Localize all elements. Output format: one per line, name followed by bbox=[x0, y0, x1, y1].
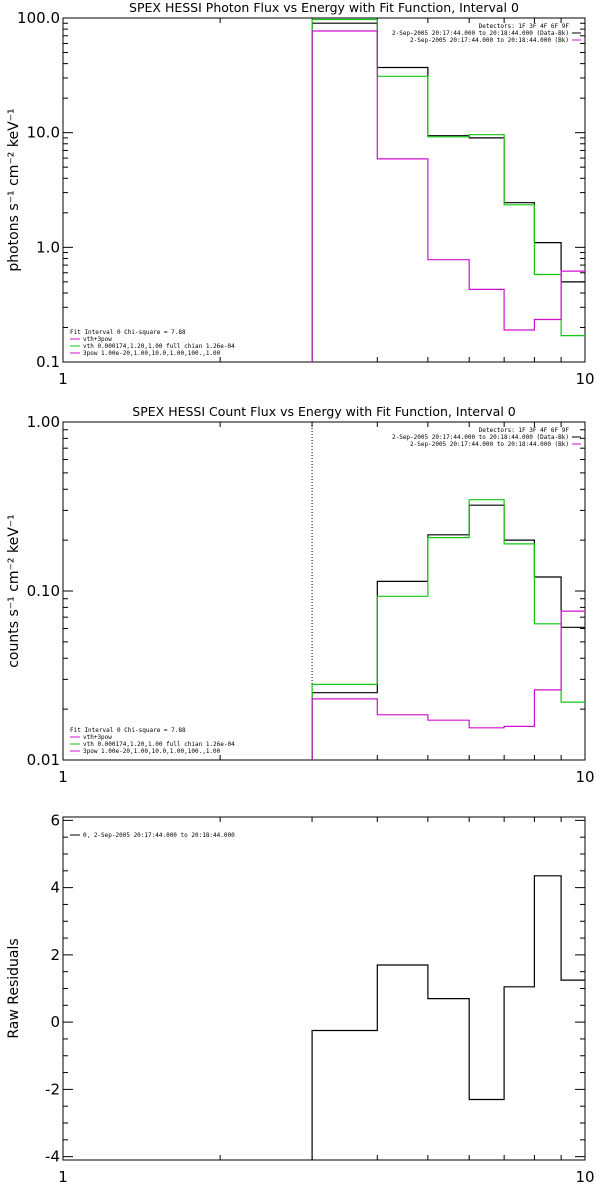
legend-left-entry: 0, 2-Sep-2005 20:17:44.000 to 20:18:44.0… bbox=[83, 832, 235, 839]
series-black-step bbox=[311, 504, 585, 760]
plot-frame bbox=[62, 816, 586, 1161]
y-tick-label: 10.0 bbox=[27, 124, 60, 142]
y-tick-label: 0.1 bbox=[36, 353, 60, 371]
plot-frame bbox=[62, 421, 586, 761]
series-black-step bbox=[311, 22, 585, 362]
series-magenta-step bbox=[311, 30, 585, 362]
series-green-step bbox=[311, 18, 585, 362]
panel-1: 1 10 0.1 1.0 10.0 100.0 SPEX HESSI Photon Flux… bbox=[6, 0, 595, 388]
legend-left-entry: vth+3pow bbox=[83, 734, 112, 741]
y-tick-label: -4 bbox=[45, 1148, 60, 1166]
series-green-step bbox=[311, 499, 585, 760]
legend-right-entry: Detectors: 1F 3F 4F 6F 9F bbox=[479, 427, 570, 434]
legend-left-entry: 3pow 1.00e-20,1.00,10.0,1.00,100.,1.00 bbox=[83, 350, 221, 357]
legend-left-entry: 3pow 1.00e-20,1.00,10.0,1.00,100.,1.00 bbox=[83, 748, 221, 755]
x-tick-label: 1 bbox=[58, 768, 68, 786]
legend-right-entry: 2-Sep-2005 20:17:44.000 to 20:18:44.000 … bbox=[410, 37, 569, 44]
y-tick-label: 2 bbox=[50, 946, 60, 964]
legend-right-entry: 2-Sep-2005 20:17:44.000 to 20:18:44.000 … bbox=[410, 441, 569, 448]
legend-left-entry: vth 0.000174,1.20,1.00 full chian 1.26e-… bbox=[83, 741, 235, 748]
y-tick-label: 0 bbox=[50, 1013, 60, 1031]
y-tick-label: 1.0 bbox=[36, 238, 60, 256]
y-tick-label: 1.00 bbox=[27, 413, 60, 431]
y-axis-label: photons s⁻¹ cm⁻² keV⁻¹ bbox=[6, 108, 22, 271]
series-black-step bbox=[311, 875, 585, 1160]
y-tick-label: 0.10 bbox=[27, 582, 60, 600]
legend-right-entry: 2-Sep-2005 20:17:44.000 to 20:18:44.000 … bbox=[392, 434, 569, 441]
legend-left-entry: Fit Interval 0 Chi-square = 7.88 bbox=[70, 329, 186, 336]
legend-left-entry: Fit Interval 0 Chi-square = 7.88 bbox=[70, 727, 186, 734]
x-tick-label: 10 bbox=[575, 768, 594, 786]
y-tick-label: 0.01 bbox=[27, 751, 60, 769]
x-tick-label: 1 bbox=[58, 370, 68, 388]
y-tick-label: 6 bbox=[50, 811, 60, 829]
x-tick-label: 1 bbox=[58, 1168, 68, 1186]
x-tick-label: 10 bbox=[575, 1168, 594, 1186]
panel-3: 1 10 -4 -2 0 2 4 6 Raw Residuals 0, 2-Sep-2005 20… bbox=[6, 811, 595, 1186]
legend-right-entry: Detectors: 1F 3F 4F 6F 9F bbox=[479, 23, 570, 30]
legend-right-entry: 2-Sep-2005 20:17:44.000 to 20:18:44.000 … bbox=[392, 30, 569, 37]
y-tick-label: 4 bbox=[50, 879, 60, 897]
series-magenta-step bbox=[311, 610, 585, 760]
plot-frame bbox=[62, 17, 586, 363]
y-tick-label: 100.0 bbox=[17, 9, 60, 27]
y-tick-label: -2 bbox=[45, 1080, 60, 1098]
panel-2: 1 10 0.01 0.10 1.00 SPEX HESSI Count Flux vs … bbox=[6, 404, 595, 786]
y-axis-label: counts s⁻¹ cm⁻² keV⁻¹ bbox=[6, 514, 22, 668]
x-tick-label: 10 bbox=[575, 370, 594, 388]
chart-title: SPEX HESSI Photon Flux vs Energy with Fi… bbox=[129, 0, 519, 15]
chart-title: SPEX HESSI Count Flux vs Energy with Fit… bbox=[132, 404, 515, 419]
legend-left-entry: vth+3pow bbox=[83, 336, 112, 343]
y-axis-label: Raw Residuals bbox=[6, 938, 22, 1038]
legend-left-entry: vth 0.000174,1.20,1.00 full chian 1.26e-… bbox=[83, 343, 235, 350]
